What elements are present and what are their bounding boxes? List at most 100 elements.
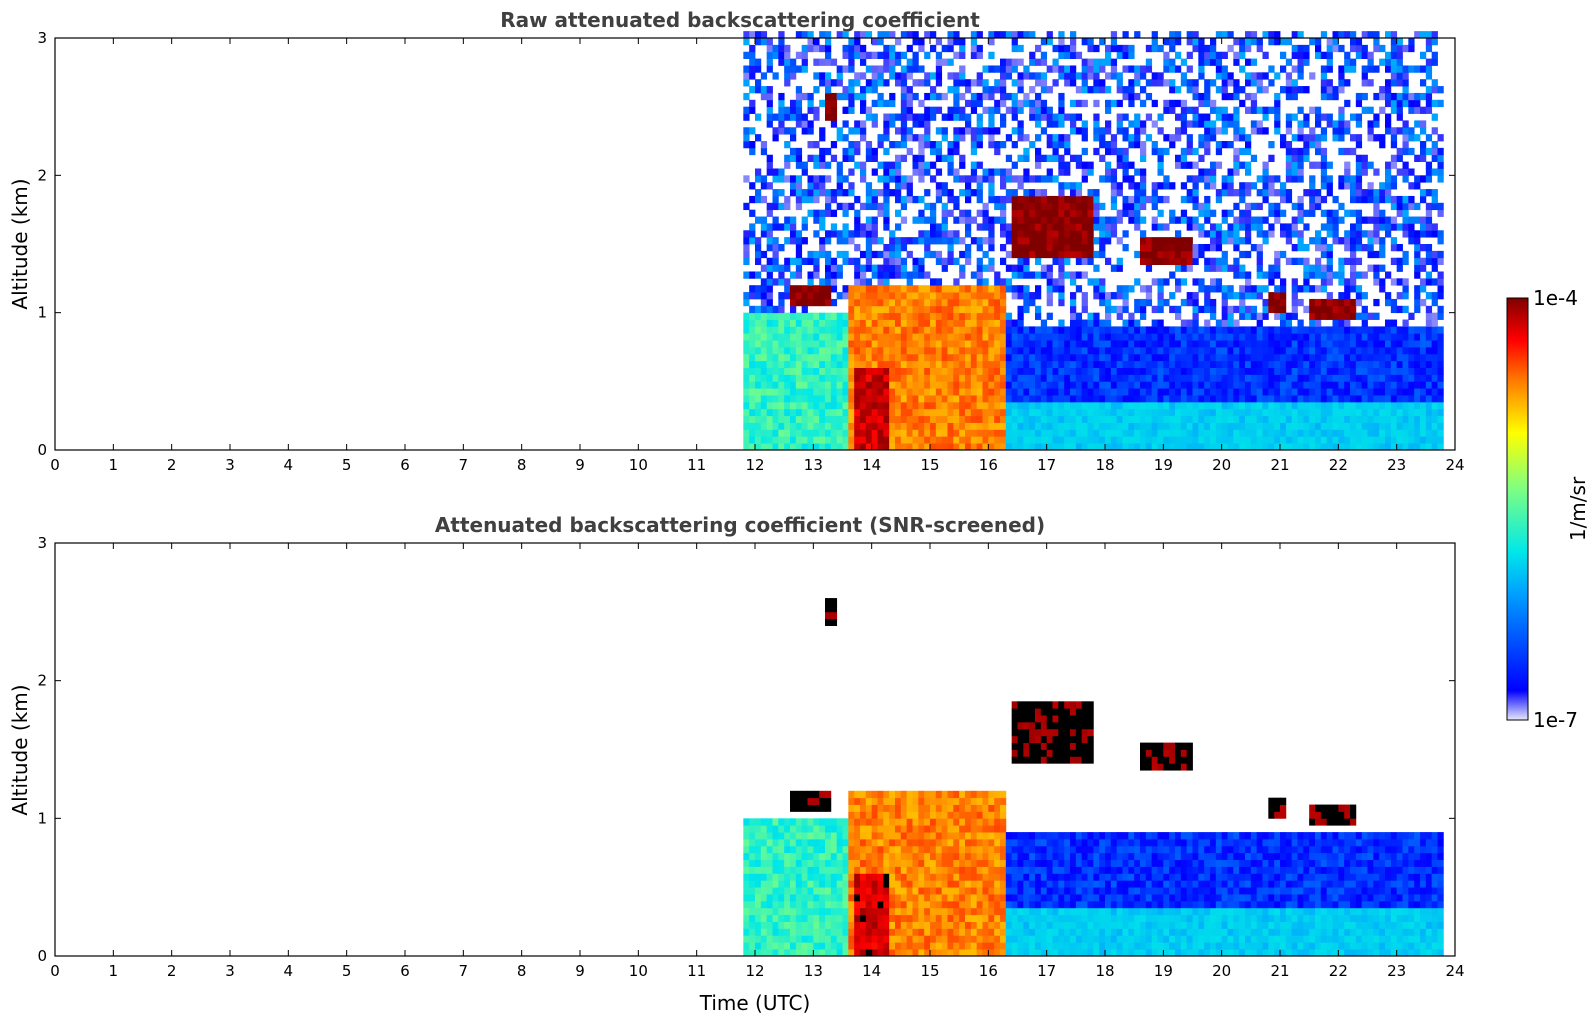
heatmap-cell [912, 374, 919, 382]
heatmap-cell [865, 319, 873, 327]
heatmap-cell [836, 326, 843, 334]
heatmap-cell [1285, 429, 1293, 437]
heatmap-cell [760, 443, 768, 451]
heatmap-cell [1373, 395, 1380, 403]
heatmap-cell [1110, 168, 1118, 176]
heatmap-cell [1204, 147, 1211, 156]
heatmap-cell [1070, 408, 1077, 417]
heatmap-cell [1373, 189, 1380, 197]
heatmap-cell [889, 161, 896, 169]
heatmap-cell [877, 285, 884, 293]
heatmap-cell [830, 154, 838, 162]
heatmap-cell [994, 292, 1001, 300]
heatmap-cell [941, 381, 948, 389]
heatmap-cell [1239, 209, 1246, 217]
heatmap-cell [1402, 65, 1409, 73]
heatmap-cell [1081, 340, 1088, 348]
heatmap-cell [1338, 298, 1345, 307]
heatmap-cell [1186, 374, 1193, 382]
heatmap-cell [772, 216, 779, 224]
heatmap-cell [1035, 230, 1042, 238]
heatmap-cell [1151, 381, 1158, 389]
heatmap-cell [801, 120, 808, 128]
heatmap-cell [1262, 388, 1269, 396]
heatmap-cell [1046, 175, 1053, 183]
heatmap-cell [1250, 38, 1258, 46]
heatmap-cell [1350, 250, 1357, 259]
heatmap-cell [918, 141, 925, 149]
heatmap-cell [1192, 244, 1199, 252]
heatmap-cell [930, 305, 937, 314]
heatmap-cell [1326, 209, 1333, 217]
heatmap-cell [1145, 237, 1153, 245]
heatmap-cell [965, 195, 972, 204]
heatmap-cell [912, 285, 919, 293]
heatmap-cell [1058, 429, 1065, 437]
heatmap-cell [1035, 250, 1042, 259]
heatmap-cell [895, 250, 902, 259]
heatmap-cell [1215, 244, 1223, 252]
heatmap-cell [1262, 216, 1269, 224]
heatmap-cell [935, 353, 943, 362]
heatmap-cell [1035, 154, 1042, 162]
heatmap-cell [854, 195, 861, 204]
heatmap-cell [1291, 175, 1298, 183]
heatmap-cell [1099, 408, 1106, 417]
heatmap-cell [1315, 429, 1322, 437]
heatmap-cell [889, 92, 896, 101]
heatmap-cell [1099, 388, 1106, 396]
heatmap-cell [1338, 216, 1345, 224]
heatmap-cell [795, 333, 803, 341]
heatmap-cell [900, 216, 908, 224]
heatmap-cell [1227, 237, 1234, 245]
heatmap-cell [1315, 381, 1322, 389]
heatmap-cell [953, 202, 960, 211]
heatmap-cell [906, 175, 913, 183]
heatmap-cell [825, 422, 832, 430]
heatmap-cell [970, 141, 978, 149]
heatmap-cell [1110, 408, 1118, 417]
heatmap-cell [1105, 347, 1112, 355]
heatmap-cell [1157, 381, 1164, 389]
heatmap-cell [1017, 244, 1024, 252]
heatmap-cell [842, 189, 849, 197]
heatmap-cell [1175, 86, 1182, 94]
heatmap-cell [1344, 353, 1351, 362]
heatmap-cell [1093, 347, 1100, 355]
heatmap-cell [889, 99, 896, 108]
heatmap-cell [1396, 154, 1403, 162]
heatmap-cell [982, 429, 989, 437]
heatmap-cell [918, 44, 925, 53]
heatmap-cell [1344, 333, 1351, 341]
heatmap-cell [1040, 429, 1048, 437]
heatmap-cell [918, 319, 925, 327]
heatmap-cell [1221, 175, 1228, 183]
heatmap-cell [935, 312, 943, 320]
heatmap-cell [1315, 422, 1322, 430]
heatmap-cell [854, 72, 861, 80]
heatmap-cell [1005, 195, 1013, 204]
heatmap-cell [819, 154, 826, 162]
heatmap-cell [1023, 436, 1030, 444]
heatmap-cell [1122, 401, 1129, 410]
heatmap-cell [795, 264, 803, 272]
heatmap-cell [906, 347, 913, 355]
heatmap-cell [1087, 168, 1094, 176]
heatmap-cell [976, 92, 983, 101]
heatmap-cell [900, 333, 908, 341]
heatmap-cell [871, 154, 878, 162]
heatmap-cell [807, 429, 814, 437]
heatmap-cell [1198, 223, 1205, 231]
heatmap-cell [1379, 250, 1386, 259]
heatmap-cell [1268, 401, 1275, 410]
heatmap-cell [1350, 31, 1357, 39]
heatmap-cell [1215, 113, 1223, 121]
heatmap-cell [1081, 168, 1088, 176]
heatmap-cell [1011, 326, 1018, 334]
heatmap-cell [1157, 223, 1164, 231]
heatmap-cell [1367, 443, 1374, 451]
heatmap-cell [895, 353, 902, 362]
heatmap-cell [1000, 182, 1007, 190]
heatmap-cell [795, 175, 803, 183]
heatmap-cell [1175, 264, 1182, 272]
